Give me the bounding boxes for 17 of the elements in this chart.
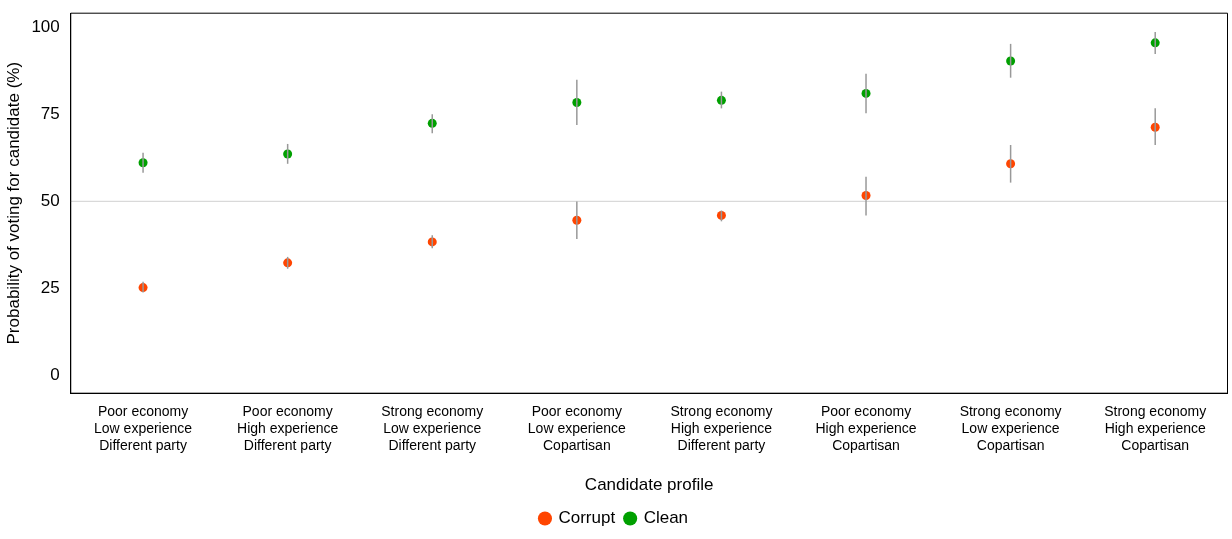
legend-label: Clean: [643, 508, 689, 528]
x-tick-label: Poor economy Low experience Different party: [94, 403, 193, 454]
y-tick-label: 75: [40, 103, 60, 123]
x-tick-label: Poor economy High experience Copartisan: [815, 403, 917, 454]
legend-label: Corrupt: [558, 508, 616, 528]
y-tick-label: 25: [40, 278, 60, 298]
y-axis-title: Probability of voting for candidate (%): [3, 61, 23, 345]
x-tick-label: Poor economy High experience Different party: [237, 403, 339, 454]
y-tick-label: 50: [40, 191, 60, 211]
x-axis-title: Candidate profile: [584, 475, 714, 495]
x-tick-label: Strong economy Low experience Copartisan: [959, 403, 1062, 454]
x-tick-label: Poor economy Low experience Copartisan: [527, 403, 627, 454]
y-tick-label: 0: [50, 365, 60, 385]
y-tick-label: 100: [31, 16, 60, 36]
x-tick-label: Strong economy Low experience Different party: [381, 403, 484, 454]
x-tick-label: Strong economy High experience Different party: [670, 403, 773, 454]
x-tick-label: Strong economy High experience Copartisan: [1104, 403, 1207, 454]
